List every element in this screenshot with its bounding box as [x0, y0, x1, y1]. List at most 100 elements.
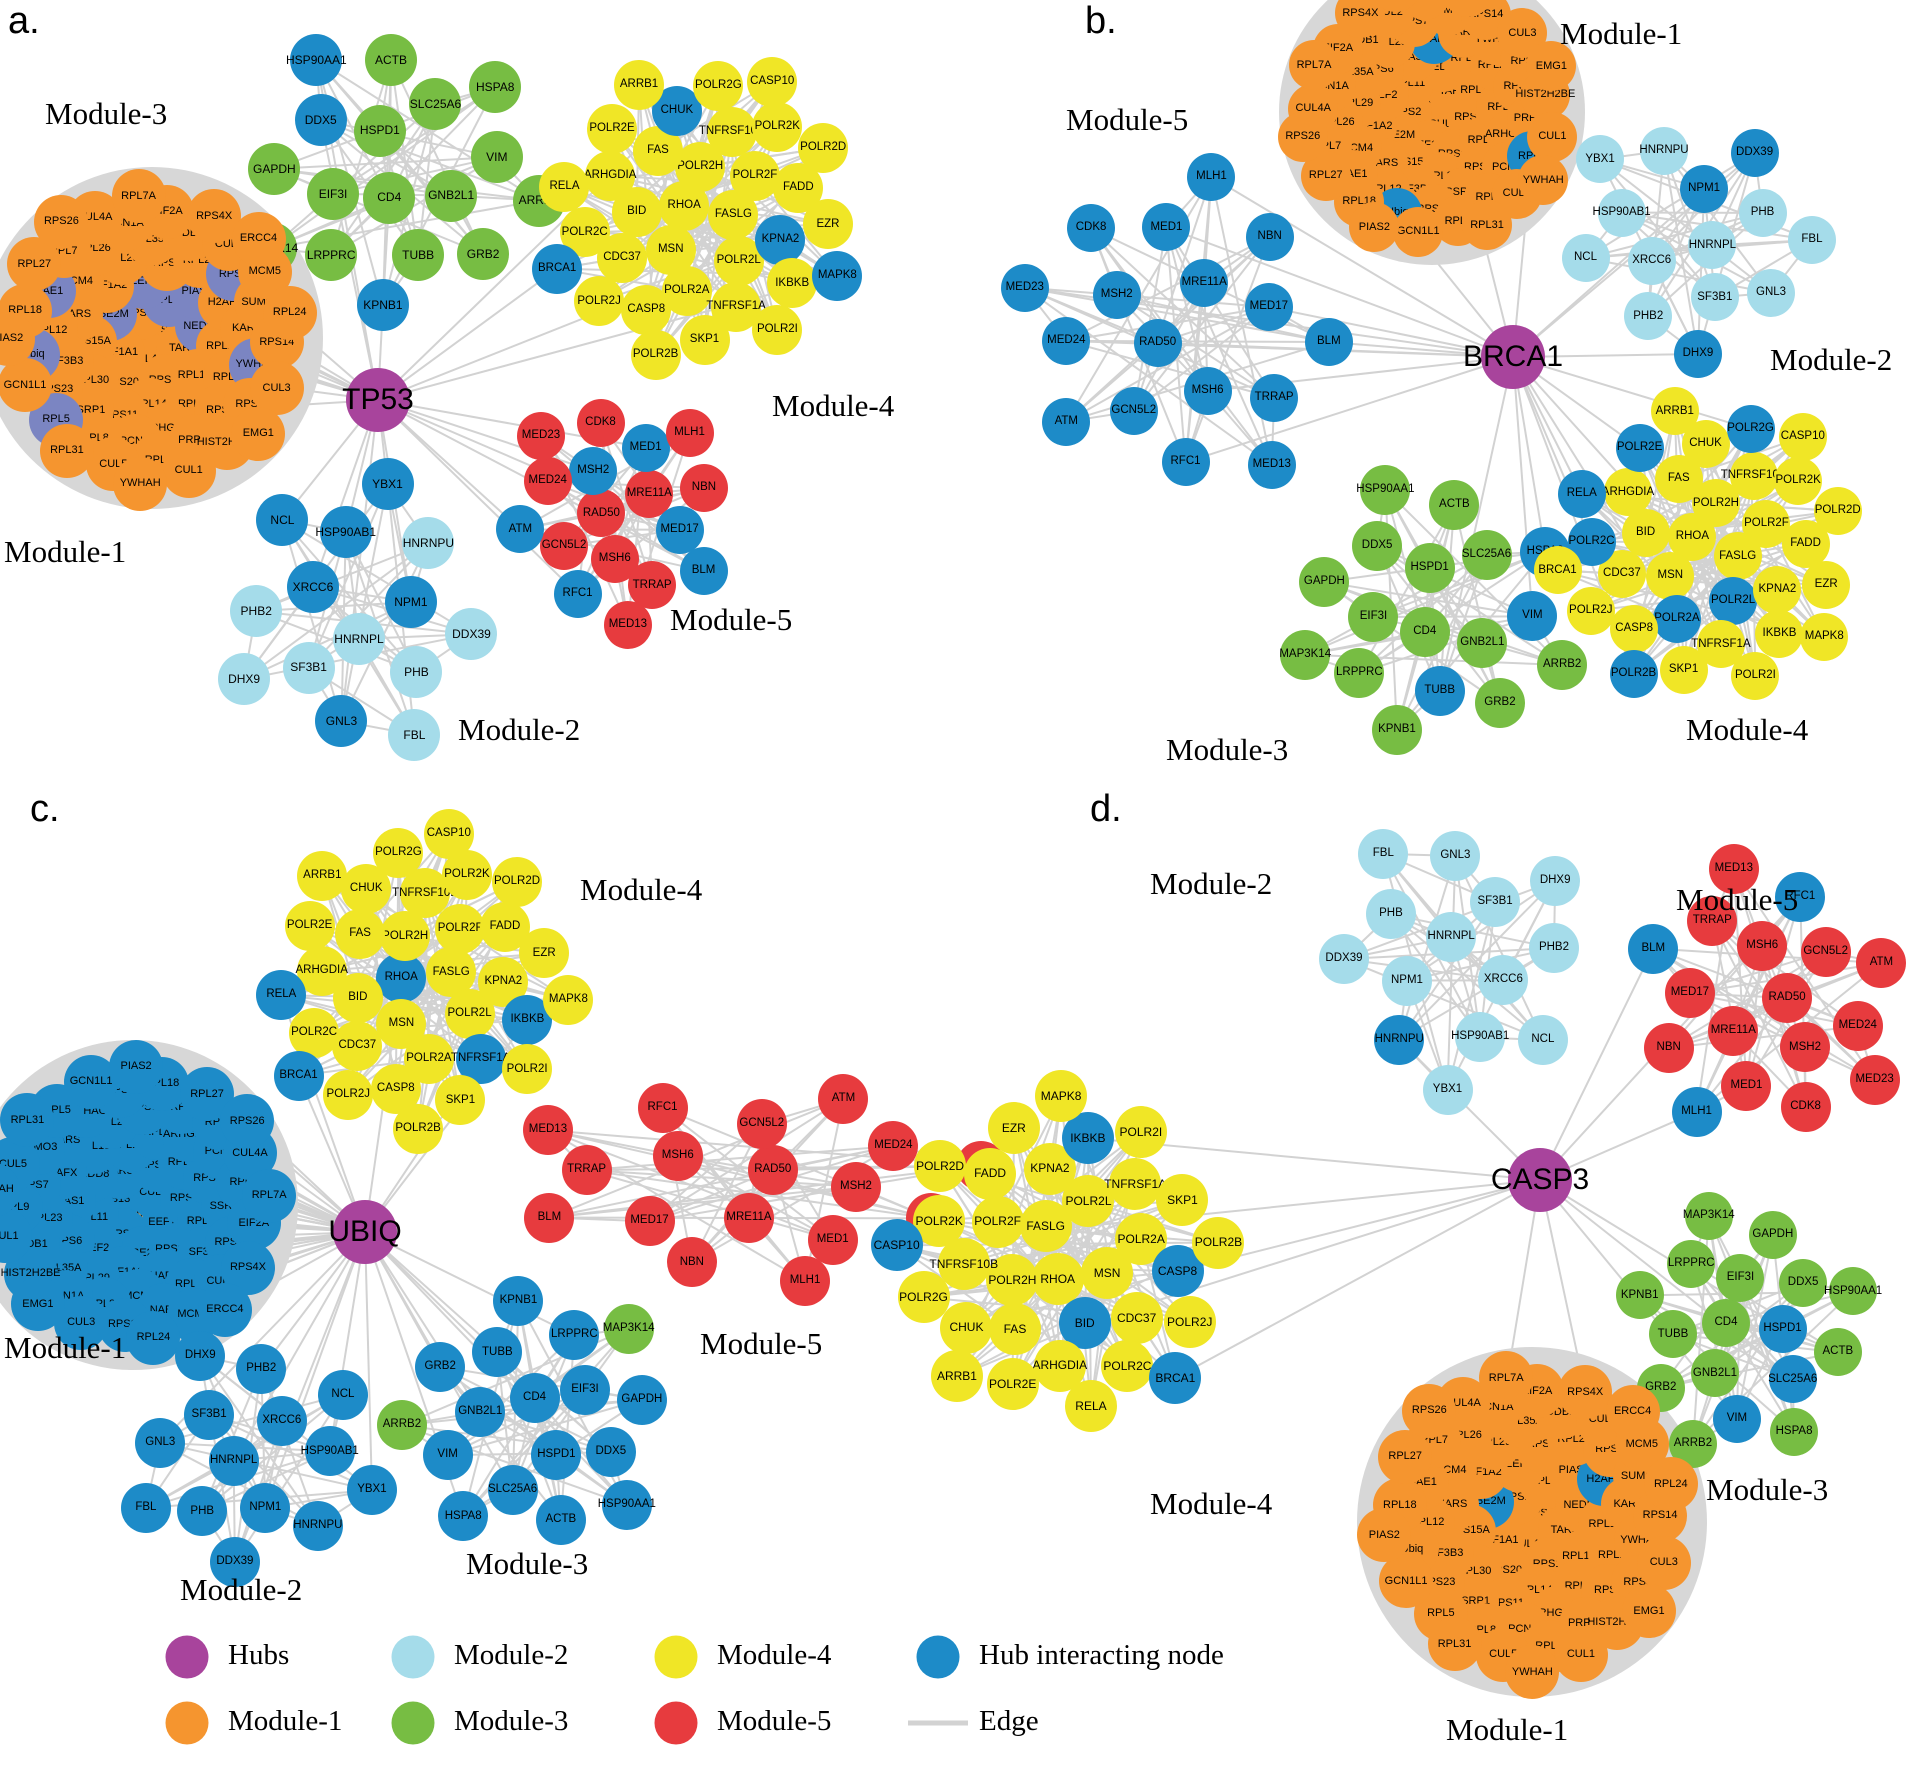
edge	[1711, 920, 1748, 1086]
node-KPNB1: KPNB1	[1615, 1271, 1664, 1320]
node-label: GRB2	[1484, 696, 1516, 709]
node-label: YBX1	[1585, 152, 1615, 165]
edge	[586, 1145, 894, 1172]
node-NBN: NBN	[1245, 212, 1294, 261]
edge	[1390, 913, 1544, 1041]
node-EZR: EZR	[802, 199, 853, 250]
node-GRB2: GRB2	[415, 1341, 466, 1392]
node-label: BLM	[1641, 941, 1666, 954]
node-label: MCM5	[1625, 1437, 1658, 1450]
node-label: CD4	[523, 1390, 547, 1403]
node-label: BLM	[1317, 335, 1341, 348]
node-GNL3: GNL3	[135, 1417, 186, 1468]
node-CD4: CD4	[1399, 606, 1450, 657]
node-label: DHX9	[184, 1349, 216, 1362]
node-label: RPL7A	[1488, 1371, 1524, 1384]
node-TNFRSF10B: TNFRSF10B	[1721, 452, 1787, 501]
hub-node-TP53: TP53	[342, 368, 414, 432]
node-label: TUBB	[482, 1345, 513, 1358]
node-label: HNRNPL	[1688, 238, 1737, 251]
node-SKP1: SKP1	[435, 1075, 486, 1126]
node-label: YWHAG	[235, 358, 278, 371]
node-label: RPS2	[1392, 106, 1422, 118]
node-label: EEF1A1	[97, 346, 139, 359]
node-POLR2E: POLR2E	[284, 900, 335, 951]
node-POLR2E: POLR2E	[1615, 424, 1664, 473]
node-RPL31: RPL31	[1427, 1617, 1482, 1672]
node-POLR2I: POLR2I	[752, 305, 803, 356]
node-POLR2B: POLR2B	[1609, 649, 1658, 698]
node-label: ATM	[1869, 956, 1894, 969]
node-KPNA2: KPNA2	[755, 214, 806, 265]
node-label: TNFRSF10B	[392, 886, 458, 899]
node-label: EIF3I	[571, 1382, 599, 1395]
node-label: CDC37	[338, 1039, 377, 1052]
node-label: SF3B1	[290, 660, 327, 675]
node-CASP10: CASP10	[870, 1219, 923, 1272]
node-label: YWHAH	[0, 1182, 14, 1195]
node-MED13: MED13	[522, 1105, 573, 1156]
node-label: MED24	[528, 474, 567, 487]
node-NCL: NCL	[1517, 1014, 1568, 1065]
node-HSP90AB1: HSP90AB1	[1451, 1012, 1509, 1063]
legend-edge-swatch	[908, 1720, 968, 1726]
node-label: SKP1	[689, 333, 720, 346]
node-XRCC6: XRCC6	[286, 560, 339, 613]
edge	[1585, 211, 1763, 260]
node-label: SLC25A6	[1461, 547, 1512, 560]
node-label: SKP1	[1167, 1193, 1198, 1208]
edge	[1711, 920, 1807, 1108]
edge	[1512, 356, 1547, 552]
node-MSH2: MSH2	[830, 1161, 881, 1212]
node-label: RPL31	[50, 443, 84, 456]
node-label: RPL18	[1383, 1498, 1417, 1511]
node-MED17: MED17	[1244, 283, 1293, 332]
node-label: POLR2E	[988, 1376, 1037, 1391]
node-label: FASLG	[714, 208, 752, 221]
node-label: MED13	[608, 617, 648, 630]
node-CASP10: CASP10	[747, 57, 798, 108]
edge	[1174, 1179, 1541, 1379]
node-label: RPL31	[1470, 218, 1504, 231]
legend-label-module-5: Module-5	[717, 1705, 832, 1738]
node-label: TUBB	[1424, 684, 1455, 697]
node-label: RPL5	[1427, 1607, 1455, 1620]
node-label: XRCC6	[292, 579, 334, 594]
node-label: YBX1	[372, 477, 403, 492]
node-label: RPL6	[1487, 100, 1515, 113]
node-label: Ubiq	[1400, 1542, 1424, 1555]
node-label: RELA	[549, 180, 580, 193]
node-label: HSP90AA1	[597, 1497, 656, 1510]
edge	[1268, 306, 1514, 358]
node-SLC25A6: SLC25A6	[1768, 1355, 1817, 1404]
node-label: POLR2C	[561, 225, 608, 238]
node-label: ATM	[1054, 414, 1079, 427]
node-label: DDB1	[1545, 1405, 1576, 1418]
node-GNB2L1: GNB2L1	[425, 169, 478, 222]
edge	[1736, 1282, 1805, 1420]
node-label: TRRAP	[632, 578, 672, 591]
node-label: RPL27	[1388, 1449, 1423, 1462]
node-ARRB1: ARRB1	[1650, 387, 1699, 436]
node-label: RPL14	[1518, 1584, 1553, 1597]
node-label: RPS26	[1285, 130, 1321, 143]
node-label: IKBKB	[1762, 627, 1797, 640]
node-label: NPM1	[394, 594, 428, 609]
node-EMG1: EMG1	[1622, 1584, 1676, 1639]
node-RAD50: RAD50	[577, 489, 626, 538]
node-label: BRCA1	[279, 1068, 318, 1081]
node-label: RPS3	[1594, 1584, 1623, 1597]
node-label: RPL9	[1535, 1639, 1563, 1652]
node-MED23: MED23	[1849, 1054, 1900, 1105]
node-label: NBN	[1656, 1041, 1681, 1054]
node-label: RPL26	[77, 242, 111, 255]
node-POLR2J: POLR2J	[574, 276, 625, 327]
node-label: POLR2H	[1692, 496, 1739, 509]
node-label: RPL7A	[121, 189, 156, 202]
node-CDC37: CDC37	[332, 1021, 383, 1072]
node-PHB: PHB	[1738, 188, 1787, 237]
node-label: CUL4B	[128, 352, 165, 365]
node-MSH6: MSH6	[652, 1130, 703, 1181]
node-CHUK: CHUK	[940, 1301, 993, 1354]
node-POLR2F: POLR2F	[435, 903, 486, 954]
